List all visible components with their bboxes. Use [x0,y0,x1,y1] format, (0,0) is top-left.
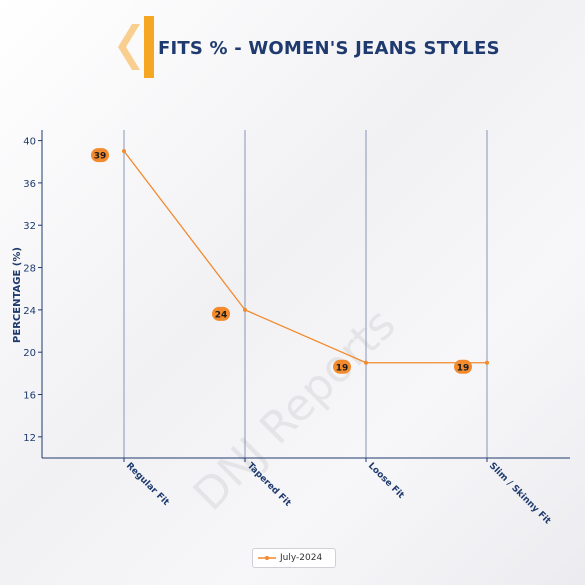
data-label-badge [454,359,472,374]
y-tick-label: 20 [23,348,36,359]
x-tick-label: Loose Fit [366,461,406,501]
chart-title: FITS % - WOMEN'S JEANS STYLES [158,38,500,59]
data-label: 19 [336,363,349,373]
legend-label: July-2024 [280,553,323,563]
y-tick-label: 40 [23,137,36,148]
data-label-badge [91,148,109,163]
data-label-badge [212,306,230,321]
y-tick-label: 36 [23,179,36,190]
data-point [122,149,126,154]
data-point [364,360,368,365]
chevron-left-icon [118,16,154,78]
legend-swatch [258,556,276,560]
data-label: 39 [94,152,107,162]
y-tick-label: 24 [23,306,36,317]
series-line [123,150,487,364]
data-label: 24 [215,310,228,320]
x-tick-label: Slim / Skinny Fit [487,461,553,527]
y-tick-label: 16 [23,391,36,402]
y-tick-label: 12 [23,433,36,444]
y-axis-label: PERCENTAGE (%) [12,247,23,343]
data-point [243,307,247,312]
data-label: 19 [457,363,470,373]
legend[interactable]: July-2024 [252,548,336,568]
x-tick-label: Regular Fit [124,461,171,508]
data-point [485,360,489,365]
y-tick-label: 32 [23,221,36,232]
y-tick-label: 28 [23,264,36,275]
data-label-badge [333,359,351,374]
